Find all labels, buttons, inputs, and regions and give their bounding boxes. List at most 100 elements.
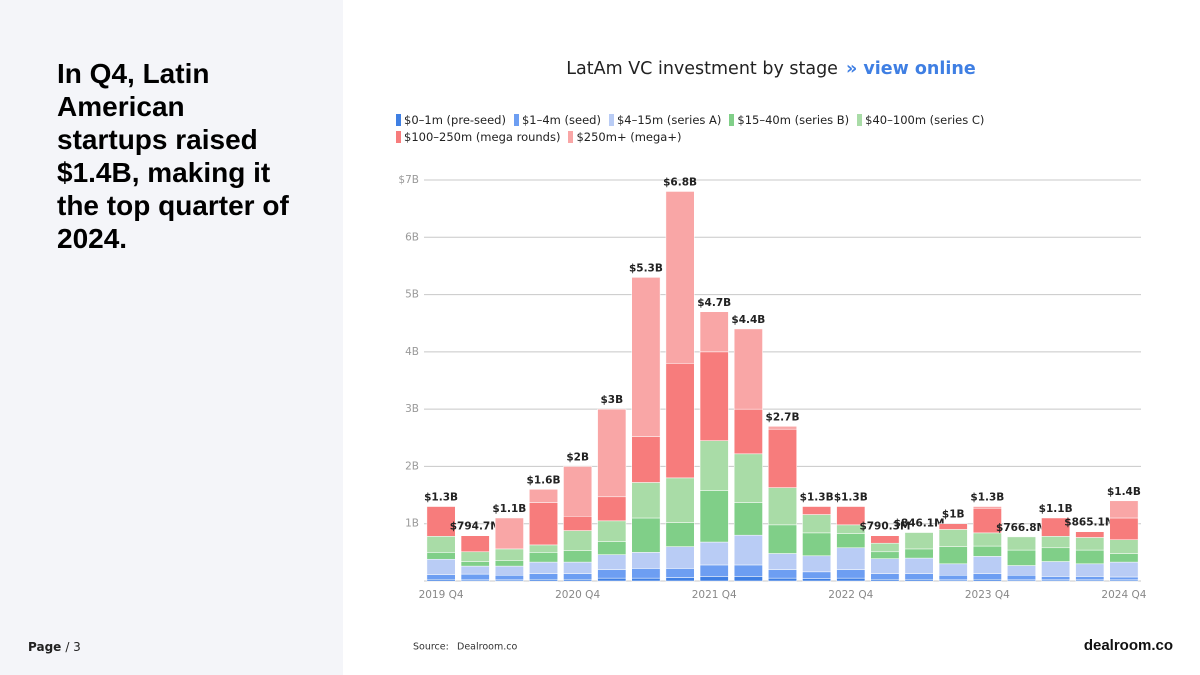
bar-segment xyxy=(597,554,627,570)
legend-item[interactable]: $250m+ (mega+) xyxy=(568,129,681,144)
x-tick-label: 2019 Q4 xyxy=(419,589,464,601)
bar-segment xyxy=(938,523,968,530)
bar-segment xyxy=(494,575,524,581)
total-label: $766.8M xyxy=(996,522,1047,534)
bar-segment xyxy=(904,579,934,582)
bar-segment xyxy=(938,563,968,576)
logo[interactable]: dealroom.co xyxy=(1084,637,1173,654)
total-label: $1.6B xyxy=(527,474,561,486)
bar-segment xyxy=(1109,500,1139,519)
x-tick-label: 2023 Q4 xyxy=(965,589,1010,601)
bar-segment xyxy=(1075,563,1105,577)
bar-segment xyxy=(836,547,866,570)
total-label: $4.7B xyxy=(697,297,731,309)
bar-segment xyxy=(938,546,968,565)
bar-segment xyxy=(904,548,934,559)
bar-segment xyxy=(631,552,661,569)
total-label: $4.4B xyxy=(731,314,765,326)
bar-segment xyxy=(597,520,627,542)
total-label: $1B xyxy=(942,509,965,521)
bar-segment xyxy=(733,564,763,577)
legend-item[interactable]: $100–250m (mega rounds) xyxy=(396,129,560,144)
total-label: $1.1B xyxy=(492,503,526,515)
legend-label: $0–1m (pre-seed) xyxy=(404,112,506,127)
bar-segment xyxy=(460,551,490,562)
bar-segment xyxy=(1075,576,1105,581)
legend-label: $100–250m (mega rounds) xyxy=(404,129,561,144)
x-tick-label: 2024 Q4 xyxy=(1101,589,1146,601)
legend-item[interactable]: $0–1m (pre-seed) xyxy=(396,112,506,127)
left-panel xyxy=(0,0,343,675)
total-label: $2B xyxy=(566,451,589,463)
bar-segment xyxy=(631,482,661,519)
bar-segment xyxy=(938,575,968,581)
legend-swatch xyxy=(396,113,401,126)
bar-segment xyxy=(563,573,593,580)
bar-segment xyxy=(1075,549,1105,565)
headline: In Q4, Latin American startups raised $1… xyxy=(57,58,289,254)
page-label: Page xyxy=(28,640,61,654)
bar-segment xyxy=(665,577,695,582)
bar-segment xyxy=(460,565,490,575)
bar-segment xyxy=(460,535,490,553)
bar-segment xyxy=(733,576,763,582)
bar-segment xyxy=(563,530,593,551)
bar-segment xyxy=(802,514,832,534)
bar-segment xyxy=(972,545,1002,557)
bar-segment xyxy=(426,506,456,537)
bar-segment xyxy=(733,534,763,566)
bar-segment xyxy=(802,506,832,515)
bar-segment xyxy=(494,565,524,576)
legend-item[interactable]: $1–4m (seed) xyxy=(513,112,601,127)
bar-segment xyxy=(1109,517,1139,541)
page-indicator: Page / 3 xyxy=(28,640,81,654)
bar-segment xyxy=(699,351,729,441)
bar-segment xyxy=(699,440,729,491)
bar-segment xyxy=(1007,575,1036,581)
bar-segment xyxy=(1007,565,1036,576)
x-tick-label: 2020 Q4 xyxy=(555,589,600,601)
legend-item[interactable]: $4–15m (series A) xyxy=(608,112,722,127)
bar-segment xyxy=(870,551,900,559)
bar-segment xyxy=(699,490,729,543)
legend-label: $250m+ (mega+) xyxy=(576,129,682,144)
bar-segment xyxy=(1007,536,1036,551)
bar-segment xyxy=(768,553,797,570)
bar-segment xyxy=(972,556,1002,574)
bar-segment xyxy=(665,522,695,547)
bar-segment xyxy=(426,536,456,553)
bar-segment xyxy=(665,363,695,479)
bar-segment xyxy=(597,408,627,498)
y-tick-label: 5B xyxy=(405,289,419,301)
bar-segment xyxy=(904,532,934,550)
source-label: Source: xyxy=(413,642,449,653)
bar-segment xyxy=(597,569,627,579)
bar-segment xyxy=(904,557,934,574)
legend-label: $4–15m (series A) xyxy=(616,112,722,127)
bar-segment xyxy=(631,517,661,553)
bar-segment xyxy=(563,579,593,582)
total-label: $1.4B xyxy=(1107,486,1141,498)
view-online-link[interactable]: » view online xyxy=(846,59,976,79)
legend-item[interactable]: $40–100m (series C) xyxy=(857,112,984,127)
bar-segment xyxy=(426,552,456,560)
bar-segment xyxy=(972,579,1002,582)
bar-segment xyxy=(904,573,934,580)
bar-segment xyxy=(563,466,593,517)
bar-segment xyxy=(1041,536,1071,549)
legend-label: $15–40m (series B) xyxy=(737,112,850,127)
bar-segment xyxy=(563,561,593,574)
bar-segment xyxy=(597,541,627,555)
total-label: $1.3B xyxy=(800,492,834,504)
bar-segment xyxy=(1007,549,1036,566)
bar-segment xyxy=(836,533,866,549)
total-label: $1.1B xyxy=(1039,503,1073,515)
bar-segment xyxy=(494,560,524,567)
legend-item[interactable]: $15–40m (series B) xyxy=(729,112,849,127)
bar-segment xyxy=(529,552,558,563)
total-label: $1.3B xyxy=(834,492,868,504)
bar-segment xyxy=(802,555,832,573)
bar-segment xyxy=(870,573,900,580)
